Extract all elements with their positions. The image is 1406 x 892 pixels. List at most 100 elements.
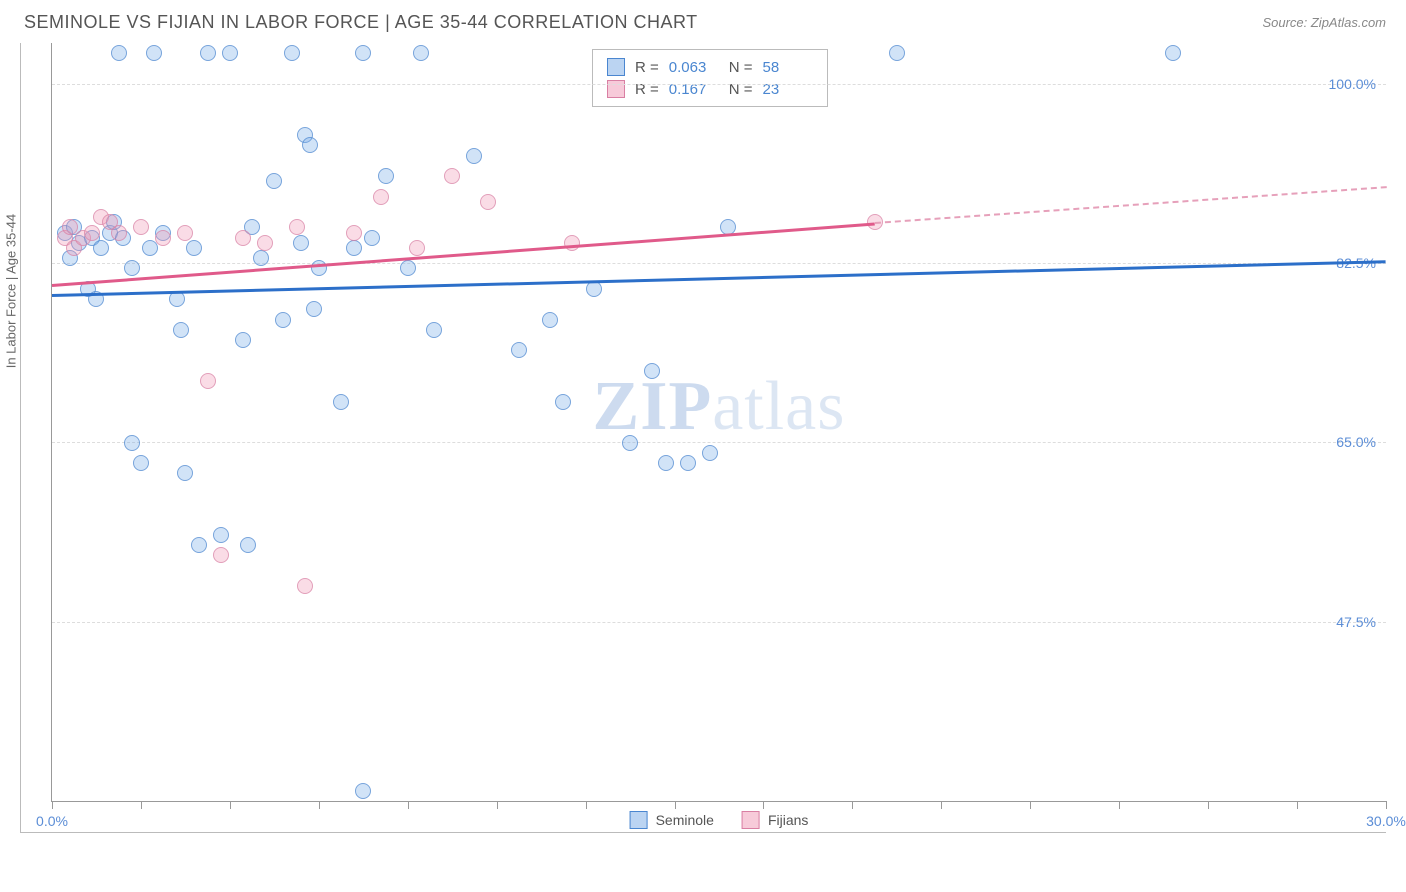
x-tick [675, 801, 676, 809]
gridline-h [52, 442, 1386, 443]
swatch-fijians [607, 80, 625, 98]
y-axis-label: In Labor Force | Age 35-44 [4, 213, 19, 367]
data-point [889, 45, 905, 61]
data-point [253, 250, 269, 266]
data-point [142, 240, 158, 256]
data-point [555, 394, 571, 410]
data-point [355, 783, 371, 799]
data-point [466, 148, 482, 164]
x-tick-label-right: 30.0% [1366, 813, 1406, 829]
data-point [133, 455, 149, 471]
y-tick-label: 100.0% [1329, 76, 1376, 92]
stats-row-seminole: R = 0.063 N = 58 [607, 56, 813, 78]
x-tick [1119, 801, 1120, 809]
legend-item-seminole: Seminole [630, 811, 714, 829]
legend-item-fijians: Fijians [742, 811, 808, 829]
data-point [222, 45, 238, 61]
data-point [213, 547, 229, 563]
x-tick [1297, 801, 1298, 809]
stats-box: R = 0.063 N = 58 R = 0.167 N = 23 [592, 49, 828, 107]
data-point [111, 45, 127, 61]
data-point [702, 445, 718, 461]
plot-area: ZIPatlas R = 0.063 N = 58 R = 0.167 N = … [51, 43, 1386, 802]
x-tick [852, 801, 853, 809]
data-point [346, 240, 362, 256]
legend-swatch-seminole [630, 811, 648, 829]
chart-title: SEMINOLE VS FIJIAN IN LABOR FORCE | AGE … [24, 12, 698, 33]
data-point [177, 465, 193, 481]
x-tick [230, 801, 231, 809]
data-point [124, 260, 140, 276]
data-point [444, 168, 460, 184]
x-tick [1030, 801, 1031, 809]
data-point [480, 194, 496, 210]
data-point [124, 435, 140, 451]
stats-row-fijians: R = 0.167 N = 23 [607, 78, 813, 100]
data-point [409, 240, 425, 256]
data-point [93, 240, 109, 256]
data-point [275, 312, 291, 328]
data-point [658, 455, 674, 471]
data-point [622, 435, 638, 451]
swatch-seminole [607, 58, 625, 76]
data-point [644, 363, 660, 379]
data-point [293, 235, 309, 251]
legend-swatch-fijians [742, 811, 760, 829]
gridline-h [52, 263, 1386, 264]
data-point [257, 235, 273, 251]
x-tick [52, 801, 53, 809]
data-point [133, 219, 149, 235]
data-point [173, 322, 189, 338]
data-point [146, 45, 162, 61]
data-point [213, 527, 229, 543]
x-tick [319, 801, 320, 809]
data-point [302, 137, 318, 153]
data-point [400, 260, 416, 276]
data-point [306, 301, 322, 317]
data-point [284, 45, 300, 61]
trend-line [52, 260, 1386, 297]
y-tick-label: 47.5% [1336, 614, 1376, 630]
data-point [155, 230, 171, 246]
data-point [235, 230, 251, 246]
data-point [680, 455, 696, 471]
x-tick [941, 801, 942, 809]
data-point [177, 225, 193, 241]
x-tick [141, 801, 142, 809]
data-point [364, 230, 380, 246]
y-tick-label: 65.0% [1336, 434, 1376, 450]
x-tick [1208, 801, 1209, 809]
data-point [235, 332, 251, 348]
x-tick [1386, 801, 1387, 809]
data-point [378, 168, 394, 184]
chart-header: SEMINOLE VS FIJIAN IN LABOR FORCE | AGE … [0, 0, 1406, 43]
gridline-h [52, 622, 1386, 623]
data-point [355, 45, 371, 61]
data-point [511, 342, 527, 358]
chart-container: In Labor Force | Age 35-44 ZIPatlas R = … [20, 43, 1386, 833]
data-point [186, 240, 202, 256]
data-point [426, 322, 442, 338]
legend: Seminole Fijians [630, 811, 809, 829]
data-point [1165, 45, 1181, 61]
data-point [84, 225, 100, 241]
data-point [111, 225, 127, 241]
data-point [373, 189, 389, 205]
data-point [266, 173, 282, 189]
gridline-h [52, 84, 1386, 85]
data-point [333, 394, 349, 410]
x-tick [586, 801, 587, 809]
data-point [240, 537, 256, 553]
data-point [297, 578, 313, 594]
data-point [346, 225, 362, 241]
data-point [200, 45, 216, 61]
data-point [413, 45, 429, 61]
data-point [200, 373, 216, 389]
data-point [191, 537, 207, 553]
x-tick [497, 801, 498, 809]
data-point [542, 312, 558, 328]
x-tick [408, 801, 409, 809]
source-label: Source: ZipAtlas.com [1262, 15, 1386, 30]
x-tick-label-left: 0.0% [36, 813, 68, 829]
x-tick [763, 801, 764, 809]
